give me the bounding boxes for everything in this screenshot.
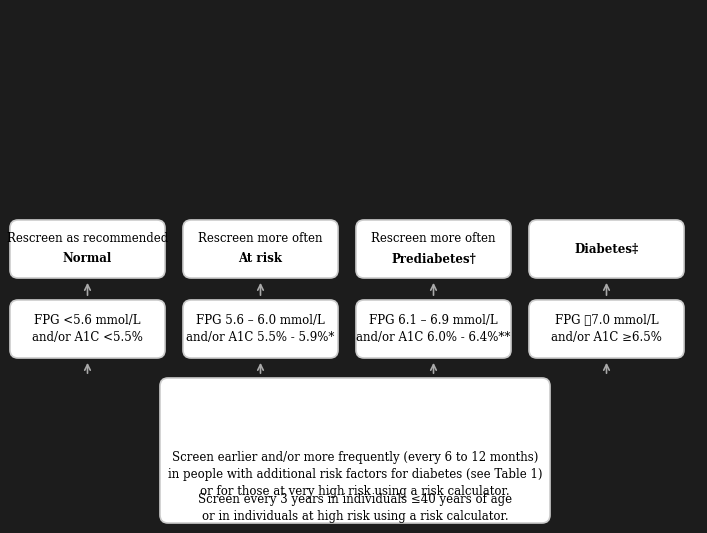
Text: At risk: At risk: [238, 253, 283, 265]
FancyBboxPatch shape: [356, 300, 511, 358]
Text: Rescreen more often: Rescreen more often: [198, 232, 323, 246]
FancyBboxPatch shape: [10, 220, 165, 278]
FancyBboxPatch shape: [529, 300, 684, 358]
Text: FPG <5.6 mmol/L
and/or A1C <5.5%: FPG <5.6 mmol/L and/or A1C <5.5%: [32, 314, 143, 344]
Text: Screen every 3 years in individuals ≤40 years of age
or in individuals at high r: Screen every 3 years in individuals ≤40 …: [198, 493, 512, 523]
FancyBboxPatch shape: [10, 300, 165, 358]
FancyBboxPatch shape: [183, 220, 338, 278]
Text: Rescreen as recommended: Rescreen as recommended: [7, 232, 168, 246]
FancyBboxPatch shape: [356, 220, 511, 278]
Text: FPG ≧7.0 mmol/L
and/or A1C ≥6.5%: FPG ≧7.0 mmol/L and/or A1C ≥6.5%: [551, 314, 662, 344]
Text: Normal: Normal: [63, 253, 112, 265]
Text: FPG 5.6 – 6.0 mmol/L
and/or A1C 5.5% - 5.9%*: FPG 5.6 – 6.0 mmol/L and/or A1C 5.5% - 5…: [187, 314, 334, 344]
FancyBboxPatch shape: [160, 378, 550, 523]
FancyBboxPatch shape: [529, 220, 684, 278]
Text: Prediabetes†: Prediabetes†: [391, 253, 476, 265]
Text: Screen earlier and/or more frequently (every 6 to 12 months)
in people with addi: Screen earlier and/or more frequently (e…: [168, 451, 542, 498]
Text: Rescreen more often: Rescreen more often: [371, 232, 496, 246]
Text: Diabetes‡: Diabetes‡: [574, 243, 638, 255]
FancyBboxPatch shape: [183, 300, 338, 358]
Text: FPG 6.1 – 6.9 mmol/L
and/or A1C 6.0% - 6.4%**: FPG 6.1 – 6.9 mmol/L and/or A1C 6.0% - 6…: [356, 314, 510, 344]
